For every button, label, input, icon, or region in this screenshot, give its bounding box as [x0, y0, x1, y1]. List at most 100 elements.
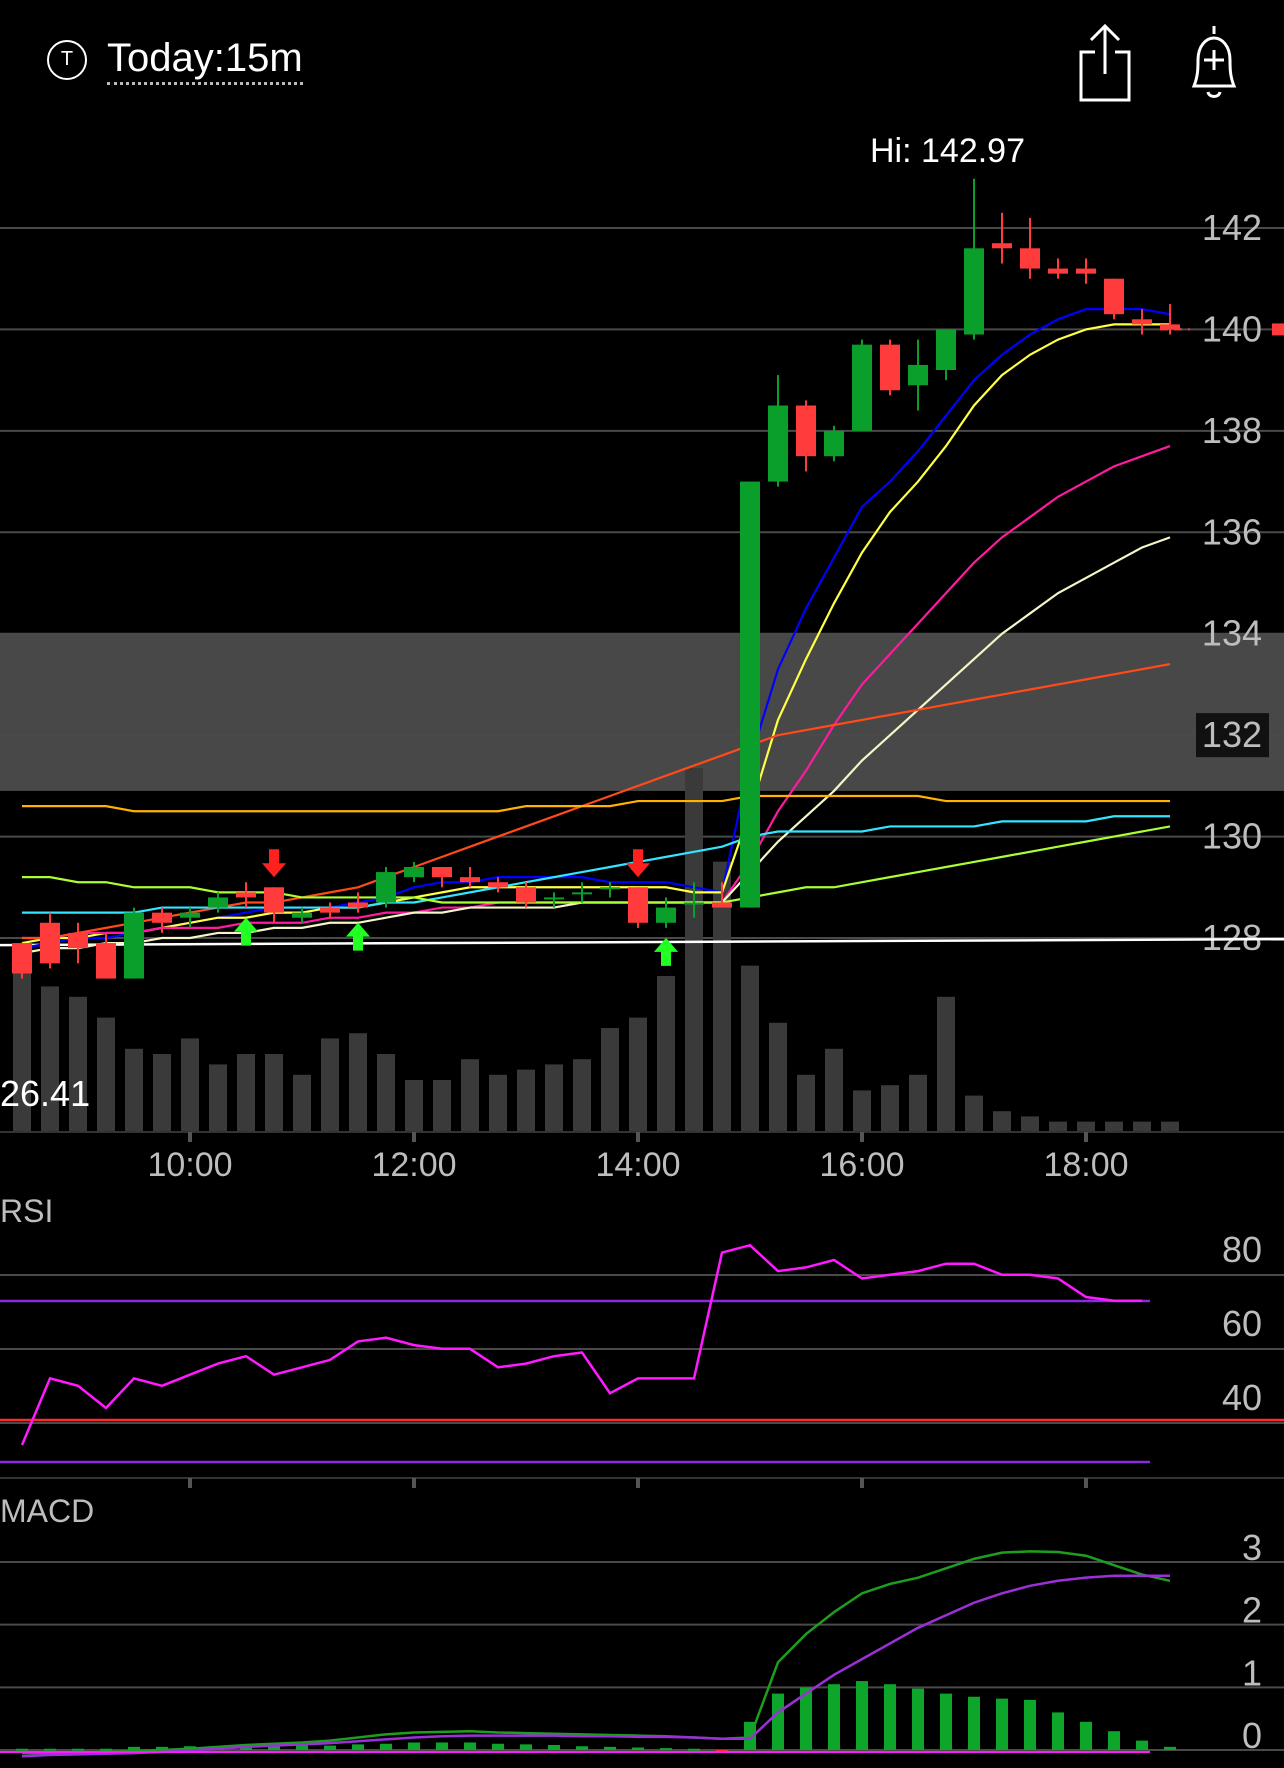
rsi-line: [20, 1243, 1142, 1446]
volume-bar: [433, 1080, 451, 1132]
candle-body: [432, 867, 452, 878]
x-tick-label: 14:00: [595, 1146, 680, 1184]
macd-histogram-bar: [912, 1688, 924, 1750]
volume-bar: [713, 861, 731, 1132]
volume-bar: [237, 1054, 255, 1132]
macd-histogram-bar: [604, 1746, 616, 1750]
period-selector[interactable]: Today:15m: [107, 34, 303, 85]
macd-histogram-bar: [660, 1748, 672, 1751]
macd-histogram-bar: [100, 1748, 112, 1751]
macd-panel: MACD 0 1 2 3: [0, 1493, 1284, 1758]
macd-histogram-bar: [828, 1684, 840, 1750]
volume-bar: [349, 1033, 367, 1132]
moving-average-line: [21, 308, 1171, 950]
macd-histogram-bar: [492, 1743, 504, 1750]
volume-bar: [1049, 1121, 1067, 1132]
macd-histogram-bar: [884, 1684, 896, 1750]
macd-histogram-bar: [856, 1681, 868, 1750]
t-icon[interactable]: T: [47, 40, 87, 80]
macd-histogram-bar: [156, 1746, 168, 1750]
support-line: [0, 937, 1284, 947]
macd-histogram-bar: [968, 1696, 980, 1750]
macd-tick-label: 2: [1242, 1590, 1262, 1631]
macd-histogram-bar: [44, 1748, 56, 1751]
volume-bar: [853, 1090, 871, 1132]
volume-bar: [41, 986, 59, 1132]
y-tick-label: 142: [1202, 207, 1262, 248]
candle-body: [152, 912, 172, 923]
candle-body: [488, 882, 508, 888]
bell-plus-icon[interactable]: [1180, 20, 1248, 106]
chart-header: T Today:15m: [0, 0, 1284, 120]
candle-body: [320, 907, 340, 913]
macd-histogram-bar: [576, 1746, 588, 1750]
volume-bar: [741, 965, 759, 1132]
volume-bar: [13, 965, 31, 1132]
volume-bar: [321, 1038, 339, 1132]
x-tick-label: 16:00: [819, 1146, 904, 1184]
candle-body: [180, 912, 200, 918]
candle-body: [936, 329, 956, 370]
y-tick-label: 132: [1202, 714, 1262, 755]
y-tick-label: 136: [1202, 511, 1262, 552]
volume-bar: [573, 1059, 591, 1132]
macd-histogram-bar: [1024, 1699, 1036, 1750]
candle-body: [768, 405, 788, 482]
candle-body: [796, 405, 816, 457]
volume-bar: [489, 1074, 507, 1132]
candle-body: [404, 867, 424, 878]
candle-body: [712, 902, 732, 908]
volume-bar: [909, 1074, 927, 1132]
volume-bar: [153, 1054, 171, 1132]
volume-bar: [377, 1054, 395, 1132]
moving-average-line: [21, 323, 1170, 945]
macd-histogram-bar: [436, 1742, 448, 1750]
candle-body: [264, 887, 284, 913]
volume-bar: [97, 1017, 115, 1132]
macd-histogram-bar: [16, 1748, 28, 1751]
x-tick-label: 12:00: [371, 1146, 456, 1184]
macd-tick-label: 0: [1242, 1715, 1262, 1756]
macd-signal-line: [21, 1574, 1170, 1758]
macd-histogram-bar: [352, 1744, 364, 1750]
candle-body: [208, 897, 228, 908]
macd-histogram-bar: [72, 1748, 84, 1751]
moving-average-line: [22, 794, 1170, 813]
x-tick-label: 10:00: [147, 1146, 232, 1184]
volume-bar: [629, 1017, 647, 1132]
candle-body: [40, 922, 60, 964]
y-tick-label: 130: [1202, 816, 1262, 857]
candle-body: [376, 872, 396, 903]
volume-bar: [69, 996, 87, 1132]
main-panel: 128 130 132 134 136 138 140 142 Hi: 142.97 26.41 1…: [0, 132, 1284, 1184]
volume-bar: [769, 1022, 787, 1132]
macd-histogram-bar: [520, 1744, 532, 1750]
candle-body: [656, 907, 676, 923]
volume-bar: [685, 768, 703, 1132]
buy-signal-arrow: [234, 917, 258, 946]
volume-bar: [1161, 1121, 1179, 1132]
candle-body: [544, 897, 564, 900]
volume-bar: [1105, 1121, 1123, 1132]
candle-body: [1048, 268, 1068, 274]
volume-bar: [545, 1064, 563, 1132]
candle-body: [684, 902, 704, 905]
macd-histogram-bar: [940, 1693, 952, 1750]
volume-bar: [825, 1048, 843, 1132]
volume-bar: [657, 976, 675, 1132]
macd-line: [22, 1550, 1171, 1755]
macd-histogram-bar: [548, 1744, 560, 1750]
x-tick-label: 18:00: [1043, 1146, 1128, 1184]
volume-bar: [993, 1111, 1011, 1132]
share-icon[interactable]: [1075, 20, 1135, 106]
candle-body: [852, 344, 872, 431]
candle-body: [1132, 319, 1152, 325]
buy-signal-arrow: [346, 922, 370, 951]
macd-histogram-bar: [268, 1744, 280, 1750]
last-price-label: 26.41: [0, 1073, 90, 1114]
candle-body: [1160, 324, 1180, 330]
volume-bar: [265, 1054, 283, 1132]
macd-title: MACD: [0, 1493, 94, 1529]
volume-bar: [965, 1095, 983, 1132]
